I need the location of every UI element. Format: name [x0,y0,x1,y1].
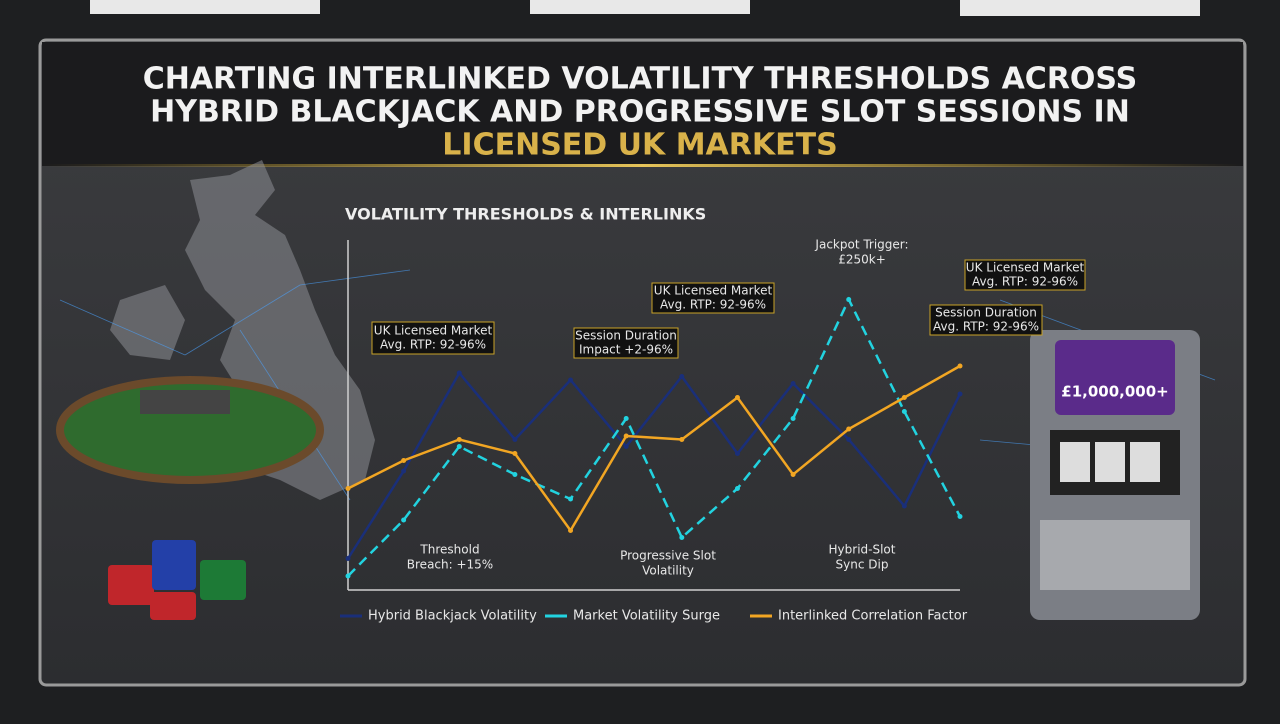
blackjack-table [56,376,324,484]
series-line [346,370,962,560]
annotation-box [964,259,1086,291]
annotation: Avg. RTP: 92-96% [380,338,486,352]
point [568,496,574,502]
annotation: £250k+ [838,253,886,267]
point [846,297,852,302]
ceiling-light [530,0,750,14]
annotations: UK Licensed Market Avg. RTP: 92-96% Sess… [371,238,1086,578]
annotation: UK Licensed Market [374,324,493,338]
ceiling-light [960,0,1200,16]
point [734,486,740,491]
title-line: LICENSED UK MARKETS [442,128,837,163]
annotation-box [929,304,1043,336]
point [679,535,685,540]
annotation: Impact +2-96% [579,343,673,357]
point [846,437,852,442]
annotation: Session Duration [935,306,1037,320]
point [512,472,518,477]
chip-stacks [108,540,246,620]
annotation: Progressive Slot [620,549,716,563]
slot-machine [1030,330,1200,620]
annotation: Avg. RTP: 92-96% [972,275,1078,289]
point [790,472,796,477]
point [568,528,574,533]
point [957,391,963,397]
annotation: Avg. RTP: 92-96% [933,320,1039,334]
point [401,458,407,463]
point [401,517,407,523]
point [512,451,518,456]
annotation: UK Licensed Market [654,284,773,298]
header-band [42,42,1243,166]
point [679,374,685,379]
display-panel [38,38,1247,687]
annotation: Volatility [642,564,694,578]
point [345,573,351,579]
annotation: Jackpot Trigger: [814,238,908,252]
point [734,451,740,456]
point [512,437,518,442]
series-line [347,296,962,577]
legend-label: Interlinked Correlation Factor [778,609,968,624]
annotation: Sync Dip [836,558,889,572]
point [901,409,907,414]
point [623,416,629,421]
point [790,381,796,386]
legend-label: Market Volatility Surge [573,609,720,624]
annotation: UK Licensed Market [966,261,1085,275]
annotation: Avg. RTP: 92-96% [660,298,766,312]
point [345,486,351,491]
point [734,395,740,400]
annotation-box [651,282,775,314]
header-rule [42,164,1243,167]
point [456,437,462,442]
annotation: Threshold [419,543,479,557]
jackpot-display: £1,000,000+ [1061,383,1168,401]
chart-title: VOLATILITY THRESHOLDS & INTERLINKS [345,205,706,224]
point [401,468,407,474]
point [679,437,685,442]
annotation: Breach: +15% [407,558,493,572]
point [901,503,907,509]
chart: VOLATILITY THRESHOLDS & INTERLINKS Hybri… [340,205,968,624]
point [901,395,907,400]
annotation-box [371,321,495,355]
annotation-box [573,327,679,359]
point [456,444,462,449]
point [345,556,351,561]
title-line: CHARTING INTERLINKED VOLATILITY THRESHOL… [143,62,1138,97]
card-shoe [140,390,230,414]
point [846,426,852,432]
legend-label: Hybrid Blackjack Volatility [368,609,537,624]
point [623,444,629,449]
point [456,370,462,376]
annotation: Session Duration [575,329,677,343]
point [790,416,796,421]
point [957,514,963,519]
point [623,433,629,439]
annotation: Hybrid-Slot [829,543,896,557]
series-line [347,364,961,533]
point [568,377,574,383]
ceiling-light [90,0,320,14]
title-line: HYBRID BLACKJACK AND PROGRESSIVE SLOT SE… [150,95,1130,130]
point [957,363,963,369]
